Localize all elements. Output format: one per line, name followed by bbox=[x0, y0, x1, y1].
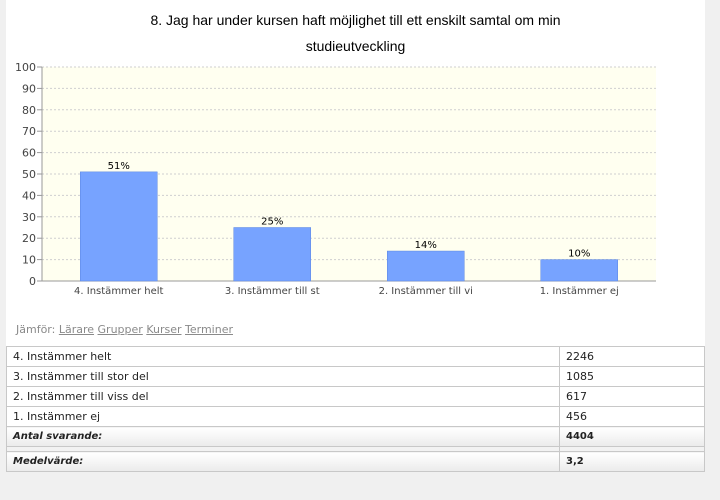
compare-link-teachers[interactable]: Lärare bbox=[58, 323, 95, 336]
x-tick-label: 4. Instämmer helt bbox=[74, 286, 163, 297]
row-label: 3. Instämmer till stor del bbox=[6, 366, 560, 387]
bar bbox=[387, 250, 465, 282]
row-count: 617 bbox=[559, 386, 705, 407]
table-row: 3. Instämmer till stor del 1085 bbox=[6, 366, 705, 387]
row-label: 4. Instämmer helt bbox=[6, 346, 560, 367]
table-row: 4. Instämmer helt 2246 bbox=[6, 346, 705, 367]
y-tick-label: 100 bbox=[15, 61, 36, 74]
row-label: 2. Instämmer till viss del bbox=[6, 386, 560, 407]
row-count: 456 bbox=[559, 406, 705, 427]
data-label: 25% bbox=[261, 217, 283, 228]
y-tick-label: 90 bbox=[22, 82, 36, 95]
x-tick-label: 2. Instämmer till vi bbox=[379, 286, 473, 297]
y-tick-label: 10 bbox=[22, 254, 36, 267]
bar bbox=[233, 227, 311, 282]
mean-label: Medelvärde: bbox=[6, 451, 560, 472]
row-label: 1. Instämmer ej bbox=[6, 406, 560, 427]
y-tick-label: 20 bbox=[22, 232, 36, 245]
bar-chart: 0 10 20 30 40 50 60 70 80 90 100 51% 4. Instämmer he… bbox=[15, 61, 656, 297]
data-label: 14% bbox=[415, 240, 437, 251]
compare-link-groups[interactable]: Grupper bbox=[97, 323, 143, 336]
row-count: 2246 bbox=[559, 346, 705, 367]
chart-title-line-2: studieutveckling bbox=[305, 38, 406, 54]
table-row: 2. Instämmer till viss del 617 bbox=[6, 386, 705, 407]
mean-value: 3,2 bbox=[559, 451, 705, 472]
total-value: 4404 bbox=[559, 426, 705, 447]
compare-bar: Jämför: Lärare Grupper Kurser Terminer bbox=[16, 323, 233, 336]
x-tick-label: 1. Instämmer ej bbox=[540, 286, 619, 297]
chart-panel: 8. Jag har under kursen haft möjlighet t… bbox=[6, 0, 705, 308]
compare-link-terms[interactable]: Terminer bbox=[185, 323, 233, 336]
total-row: Antal svarande: 4404 bbox=[6, 426, 705, 447]
compare-link-courses[interactable]: Kurser bbox=[146, 323, 182, 336]
y-tick-label: 40 bbox=[22, 189, 36, 202]
compare-label: Jämför: bbox=[16, 323, 56, 336]
total-label: Antal svarande: bbox=[6, 426, 560, 447]
row-count: 1085 bbox=[559, 366, 705, 387]
y-tick-label: 50 bbox=[22, 168, 36, 181]
data-label: 51% bbox=[108, 161, 130, 172]
y-tick-label: 60 bbox=[22, 147, 36, 160]
y-tick-label: 0 bbox=[29, 275, 36, 288]
mean-row: Medelvärde: 3,2 bbox=[6, 451, 705, 472]
bar bbox=[80, 171, 158, 282]
y-tick-label: 80 bbox=[22, 104, 36, 117]
results-table: 4. Instämmer helt 2246 3. Instämmer till… bbox=[6, 346, 705, 472]
x-tick-label: 3. Instämmer till st bbox=[225, 286, 320, 297]
table-row: 1. Instämmer ej 456 bbox=[6, 406, 705, 427]
y-tick-label: 30 bbox=[22, 211, 36, 224]
bar bbox=[540, 259, 618, 282]
chart-title-line-1: 8. Jag har under kursen haft möjlighet t… bbox=[150, 12, 561, 28]
y-tick-label: 70 bbox=[22, 125, 36, 138]
data-label: 10% bbox=[568, 249, 590, 260]
compare-panel: Jämför: Lärare Grupper Kurser Terminer bbox=[6, 308, 705, 346]
